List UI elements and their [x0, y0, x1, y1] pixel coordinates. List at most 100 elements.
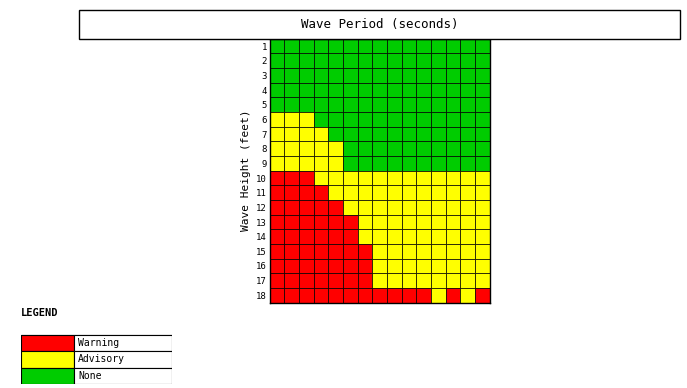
Bar [313, 83, 328, 97]
Bar [460, 185, 475, 200]
Bar [269, 185, 284, 200]
Bar [446, 229, 460, 244]
Bar [313, 244, 328, 259]
Bar [416, 288, 431, 303]
Bar [416, 127, 431, 141]
Bar [328, 156, 343, 171]
Bar [460, 112, 475, 127]
Bar [416, 68, 431, 83]
Bar [402, 288, 416, 303]
Bar [402, 39, 416, 54]
Bar [387, 54, 402, 68]
Bar [416, 244, 431, 259]
Bar [431, 259, 446, 273]
Bar [475, 83, 490, 97]
Bar [357, 185, 372, 200]
Bar [328, 54, 343, 68]
Bar [446, 215, 460, 229]
Bar [357, 112, 372, 127]
Bar [269, 141, 284, 156]
Bar [328, 83, 343, 97]
Bar [402, 244, 416, 259]
Bar [402, 273, 416, 288]
Bar [299, 200, 313, 215]
Bar [343, 244, 357, 259]
Bar [357, 259, 372, 273]
Bar [313, 229, 328, 244]
Bar [284, 39, 299, 54]
Bar [431, 112, 446, 127]
Bar [431, 288, 446, 303]
Bar [299, 259, 313, 273]
Bar [269, 273, 284, 288]
Bar [402, 127, 416, 141]
Bar [475, 39, 490, 54]
Bar [313, 112, 328, 127]
Y-axis label: Wave Height (feet): Wave Height (feet) [240, 110, 251, 232]
Bar [387, 83, 402, 97]
Bar [402, 112, 416, 127]
Bar [299, 68, 313, 83]
Bar [299, 141, 313, 156]
Bar [475, 215, 490, 229]
Bar [387, 112, 402, 127]
Bar [343, 68, 357, 83]
Bar [475, 156, 490, 171]
Bar [416, 156, 431, 171]
Bar [343, 127, 357, 141]
Bar [313, 273, 328, 288]
Bar [328, 244, 343, 259]
Bar [475, 273, 490, 288]
Bar [402, 185, 416, 200]
Bar [299, 288, 313, 303]
Bar [416, 171, 431, 185]
Bar [446, 288, 460, 303]
Bar [402, 229, 416, 244]
Bar [460, 259, 475, 273]
Text: Advisory: Advisory [78, 354, 125, 364]
Bar [357, 273, 372, 288]
Bar [328, 288, 343, 303]
Bar [446, 259, 460, 273]
Bar [431, 273, 446, 288]
Bar [328, 112, 343, 127]
Bar [343, 288, 357, 303]
Bar [328, 97, 343, 112]
Bar [402, 171, 416, 185]
Bar [372, 112, 387, 127]
Bar [284, 156, 299, 171]
Bar [357, 156, 372, 171]
Bar [431, 97, 446, 112]
Bar [416, 39, 431, 54]
Bar [299, 229, 313, 244]
Bar [269, 200, 284, 215]
Bar [357, 244, 372, 259]
Bar [343, 39, 357, 54]
Bar [313, 215, 328, 229]
Bar [357, 288, 372, 303]
Bar [328, 229, 343, 244]
Bar [313, 141, 328, 156]
Bar [269, 97, 284, 112]
Bar [446, 127, 460, 141]
Bar [284, 229, 299, 244]
Bar [372, 215, 387, 229]
Bar [313, 171, 328, 185]
Bar [313, 68, 328, 83]
Bar [475, 171, 490, 185]
Bar [299, 97, 313, 112]
Bar [475, 185, 490, 200]
Bar [460, 127, 475, 141]
Bar [269, 54, 284, 68]
Bar [446, 112, 460, 127]
Bar [269, 112, 284, 127]
Bar [284, 97, 299, 112]
Bar [416, 83, 431, 97]
Bar [431, 54, 446, 68]
Bar [431, 171, 446, 185]
Bar [387, 200, 402, 215]
Bar [446, 156, 460, 171]
Bar [21, 334, 172, 384]
Bar [402, 215, 416, 229]
Bar [460, 288, 475, 303]
